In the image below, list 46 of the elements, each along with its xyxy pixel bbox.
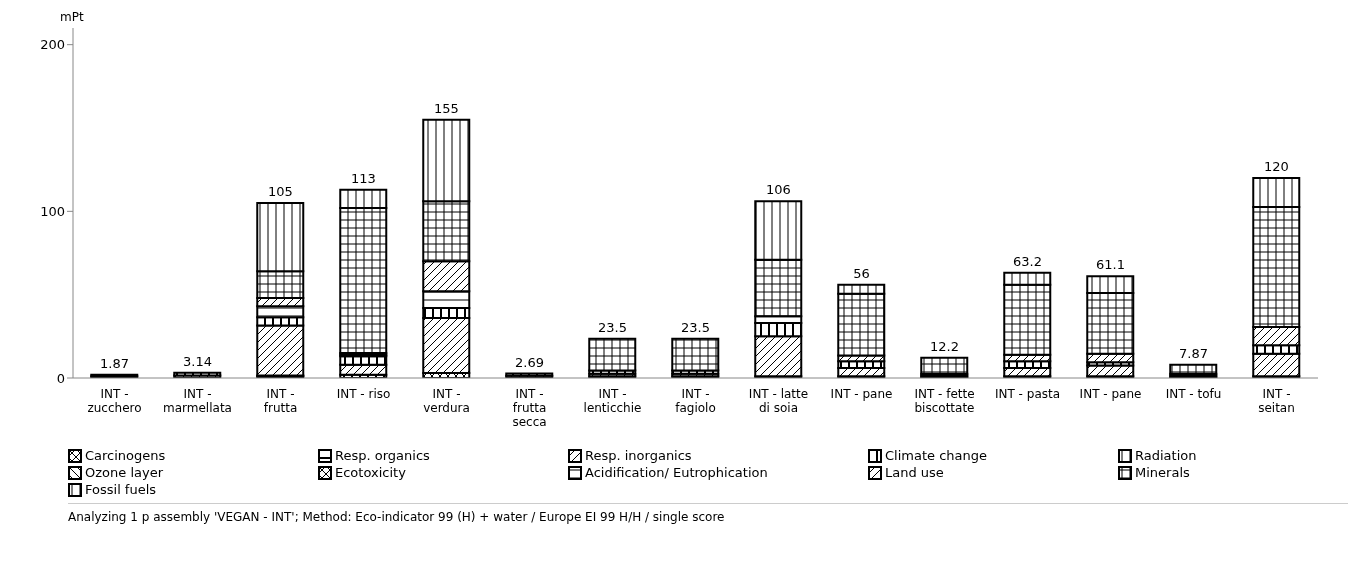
text: Analyzing 1 p assembly 'VEGAN - INT'; Method: Eco-indicator 99 (H) + water / Europe EI 99 H/H / single score <box>68 510 726 524</box>
total-label: 56 <box>853 265 870 281</box>
y-axis-title: mPt <box>60 10 84 24</box>
legend-label: Climate change <box>885 448 988 463</box>
x-tick-label: INT - pasta <box>994 387 1061 401</box>
total-label: 63.2 <box>1013 253 1042 269</box>
legend-label: Carcinogens <box>85 448 166 463</box>
x-tick-label: INT - pane <box>830 387 893 401</box>
total-label: 2.69 <box>515 354 544 370</box>
legend-label: Fossil fuels <box>85 482 157 497</box>
x-tick-label: INT - latte di soia <box>748 387 809 415</box>
y-tick-label: 0 <box>56 370 65 386</box>
total-label: 23.5 <box>681 319 710 335</box>
x-tick-label: INT - frutta secca <box>512 387 547 429</box>
total-label: 113 <box>351 170 376 186</box>
x-tick-label: INT - zucchero <box>87 387 142 415</box>
total-label: 23.5 <box>598 319 627 335</box>
total-label: 105 <box>268 184 293 199</box>
total-label: 155 <box>434 100 459 116</box>
total-label: 106 <box>766 182 791 198</box>
y-tick-label: 100 <box>40 203 65 219</box>
total-label: 7.87 <box>1179 345 1208 361</box>
legend-label: Resp. organics <box>335 448 430 463</box>
total-label: 120 <box>1264 159 1289 174</box>
x-tick-label: INT - frutta <box>263 387 298 415</box>
total-label: 61.1 <box>1096 257 1125 273</box>
x-tick-label: INT - verdura <box>423 387 470 415</box>
legend-label: Ozone layer <box>85 465 163 480</box>
total-label: 3.14 <box>183 353 212 369</box>
x-tick-label: INT - riso <box>336 387 391 401</box>
x-tick-label: INT - tofu <box>1165 387 1222 401</box>
x-tick-label: INT - marmellata <box>163 387 232 415</box>
x-tick-label: INT - lenticchie <box>583 387 642 415</box>
y-tick-label: 200 <box>40 37 65 53</box>
x-tick-label: INT - seitan <box>1258 387 1295 415</box>
legend-label: Acidification/ Eutrophication <box>585 465 768 480</box>
legend-label: Minerals <box>1135 465 1190 480</box>
legend-label: Resp. inorganics <box>585 448 692 463</box>
total-label: 12.2 <box>930 338 959 354</box>
legend-label: Radiation <box>1135 448 1197 463</box>
x-tick-label: INT - fagiolo <box>675 387 716 415</box>
x-tick-label: INT - pane <box>1079 387 1142 401</box>
total-label: 1.87 <box>100 355 129 371</box>
x-tick-label: INT - fette biscottate <box>914 387 975 415</box>
legend-label: Land use <box>885 465 944 480</box>
legend-label: Ecotoxicity <box>335 465 406 480</box>
